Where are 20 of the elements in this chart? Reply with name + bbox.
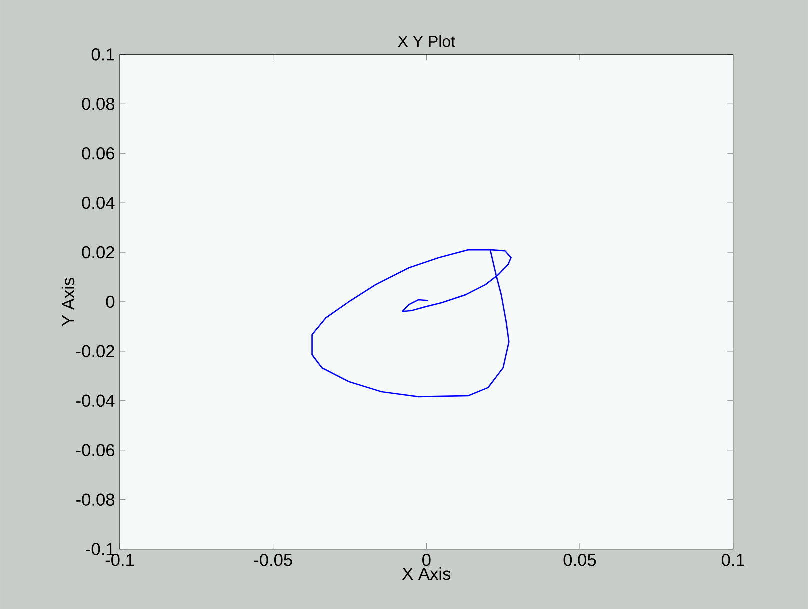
y-tick-label: 0.08 [82, 98, 115, 110]
x-axis-title: X Axis [402, 567, 451, 580]
y-axis-title: Y Axis [62, 278, 75, 326]
line-series [312, 249, 512, 398]
y-tick-label: 0.02 [82, 246, 114, 258]
y-tick-label: -0.1 [86, 543, 114, 556]
y-tick-label: -0.08 [76, 494, 115, 506]
x-tick-label: 0.1 [722, 554, 745, 566]
y-tick-label: 0.06 [82, 147, 115, 160]
y-tick-label: -0.06 [76, 444, 115, 456]
x-tick-label: 0 [422, 554, 431, 566]
y-tick-label: 0.04 [82, 196, 115, 210]
x-tick-label: 0.05 [564, 554, 596, 566]
x-tick-label: -0.05 [254, 554, 292, 566]
chart-title: X Y Plot [398, 35, 456, 48]
y-tick-label: 0 [106, 296, 115, 308]
y-tick-label: -0.04 [76, 394, 115, 407]
x-tick-label: -0.1 [106, 554, 134, 566]
y-tick-label: -0.02 [76, 345, 114, 358]
y-tick-label: 0.1 [92, 48, 114, 61]
